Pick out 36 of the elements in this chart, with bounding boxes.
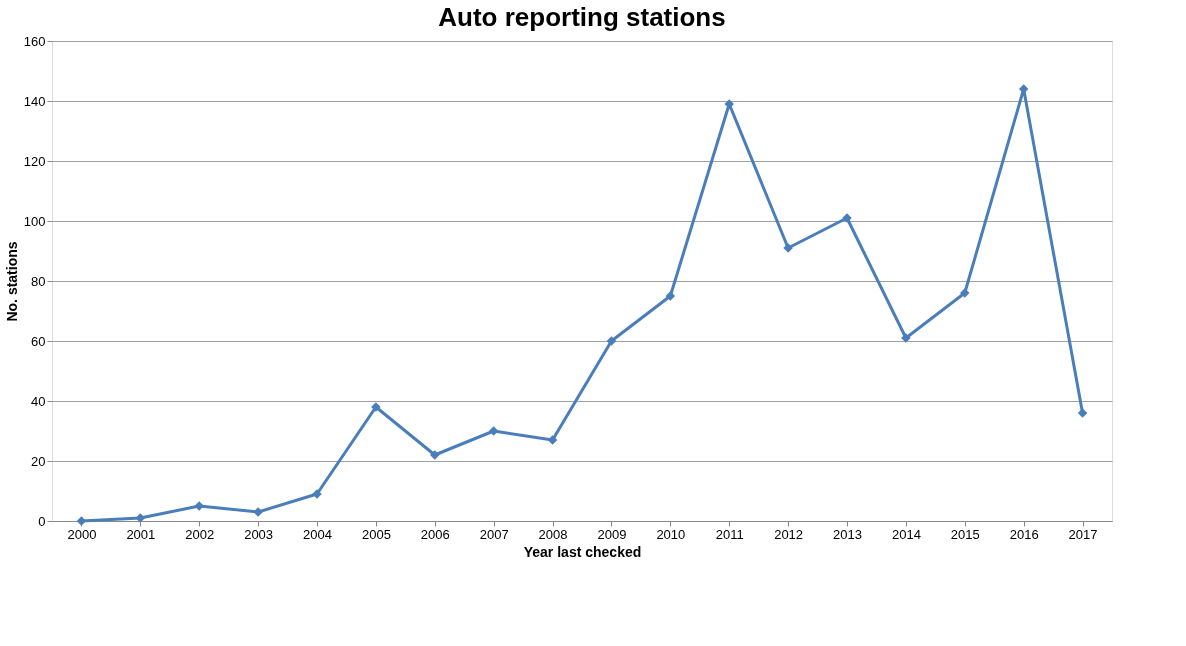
y-tick-label: 160 bbox=[23, 33, 46, 49]
y-tick-label: 100 bbox=[23, 213, 46, 229]
x-tick-label: 2000 bbox=[67, 526, 97, 542]
x-tick-label: 2015 bbox=[950, 526, 980, 542]
point bbox=[135, 513, 146, 523]
x-tick-label: 2012 bbox=[774, 526, 804, 542]
x-tick-label: 2016 bbox=[1009, 526, 1039, 542]
x-tick-label: 2008 bbox=[538, 526, 568, 542]
x-tick-label: 2006 bbox=[420, 526, 450, 542]
point bbox=[488, 426, 499, 436]
y-tick-label: 80 bbox=[31, 273, 46, 289]
x-tick-label: 2004 bbox=[303, 526, 332, 542]
y-tick-label: 140 bbox=[23, 93, 46, 109]
y-tick-label: 40 bbox=[31, 393, 46, 409]
x-tick-label: 2002 bbox=[185, 526, 215, 542]
y-tick-label: 120 bbox=[23, 153, 46, 169]
x-tick-label: 2005 bbox=[361, 526, 391, 542]
x-tick-label: 2003 bbox=[244, 526, 274, 542]
y-tick-label: 60 bbox=[31, 333, 46, 349]
x-tick-label: 2009 bbox=[597, 526, 627, 542]
y-axis-title: No. stations bbox=[3, 241, 20, 322]
x-tick-label: 2001 bbox=[126, 526, 156, 542]
x-tick-label: 2013 bbox=[833, 526, 862, 542]
x-tick-label: 2011 bbox=[715, 526, 744, 542]
x-tick-label: 2010 bbox=[656, 526, 686, 542]
point bbox=[547, 435, 558, 445]
point bbox=[606, 336, 617, 346]
point bbox=[665, 291, 676, 301]
x-tick-label: 2017 bbox=[1068, 526, 1098, 542]
y-tick-label: 20 bbox=[31, 453, 46, 469]
point bbox=[1077, 408, 1088, 418]
x-axis-title: Year last checked bbox=[523, 543, 642, 560]
y-tick-label: 0 bbox=[38, 513, 46, 529]
x-tick-label: 2014 bbox=[891, 526, 921, 542]
chart-title: Auto reporting stations bbox=[438, 2, 726, 32]
x-tick-label: 2007 bbox=[479, 526, 509, 542]
